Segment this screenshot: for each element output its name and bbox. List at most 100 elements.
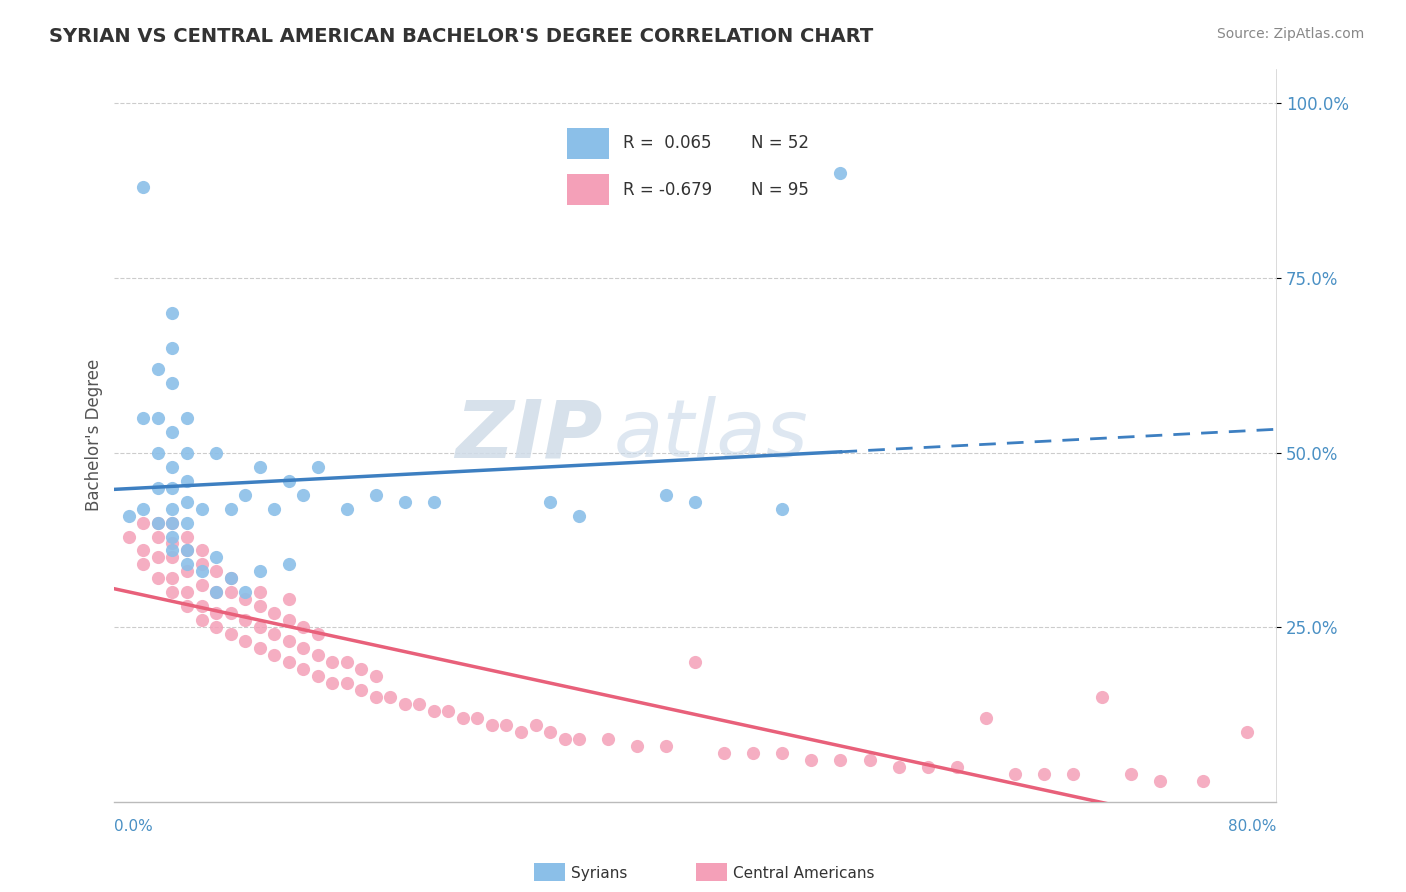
Text: ZIP: ZIP xyxy=(456,396,602,475)
Point xyxy=(364,690,387,705)
Point xyxy=(277,592,299,607)
Point xyxy=(176,565,198,579)
Point xyxy=(146,516,169,530)
Point xyxy=(277,474,299,488)
Text: Syrians: Syrians xyxy=(571,866,627,880)
Point xyxy=(132,180,155,194)
Point xyxy=(162,306,184,320)
Point xyxy=(233,585,256,599)
Point xyxy=(190,543,212,558)
Point xyxy=(292,641,315,656)
Point xyxy=(146,481,169,495)
Point xyxy=(219,571,242,585)
Point xyxy=(219,607,242,621)
Point xyxy=(394,494,416,508)
Point xyxy=(277,613,299,627)
Point xyxy=(162,529,184,543)
Point xyxy=(263,627,285,641)
Point xyxy=(423,494,446,508)
Point xyxy=(249,459,271,474)
Point xyxy=(162,571,184,585)
Point xyxy=(292,487,315,501)
Point xyxy=(162,501,184,516)
Point xyxy=(770,501,793,516)
Point xyxy=(176,410,198,425)
Point xyxy=(205,620,228,634)
Point xyxy=(568,732,591,747)
Point xyxy=(162,543,184,558)
Point xyxy=(190,613,212,627)
Point xyxy=(830,166,852,180)
Point xyxy=(162,516,184,530)
Point xyxy=(219,571,242,585)
Point xyxy=(524,718,547,732)
Point xyxy=(655,487,678,501)
Point xyxy=(249,599,271,614)
Point xyxy=(683,494,706,508)
Point xyxy=(132,516,155,530)
Point xyxy=(162,376,184,390)
Point xyxy=(1032,767,1054,781)
Point xyxy=(118,529,141,543)
Point xyxy=(598,732,620,747)
Point xyxy=(132,558,155,572)
Point xyxy=(451,711,474,725)
Point xyxy=(713,746,735,760)
Point xyxy=(1236,725,1258,739)
Point xyxy=(423,704,446,718)
Point xyxy=(568,508,591,523)
Point xyxy=(626,739,648,753)
Point xyxy=(408,697,430,711)
Point xyxy=(205,607,228,621)
Point xyxy=(162,536,184,550)
Text: Central Americans: Central Americans xyxy=(733,866,875,880)
Point xyxy=(307,648,329,663)
Text: 80.0%: 80.0% xyxy=(1227,819,1277,834)
Point xyxy=(205,585,228,599)
Point xyxy=(176,529,198,543)
Point xyxy=(437,704,460,718)
Point xyxy=(146,445,169,459)
Point xyxy=(554,732,576,747)
Point xyxy=(190,565,212,579)
Point xyxy=(190,558,212,572)
Point xyxy=(205,565,228,579)
Point xyxy=(176,585,198,599)
Point xyxy=(118,508,141,523)
Point xyxy=(176,445,198,459)
Point xyxy=(233,634,256,648)
Point xyxy=(277,655,299,669)
Point xyxy=(510,725,533,739)
Point xyxy=(162,341,184,355)
Point xyxy=(380,690,402,705)
Point xyxy=(146,362,169,376)
Point xyxy=(917,760,939,774)
Point xyxy=(162,425,184,439)
Point xyxy=(538,494,561,508)
Point xyxy=(176,474,198,488)
Point xyxy=(887,760,910,774)
Point xyxy=(146,410,169,425)
Point xyxy=(249,585,271,599)
Point xyxy=(249,641,271,656)
Point xyxy=(858,753,880,767)
Point xyxy=(1062,767,1084,781)
Point xyxy=(162,550,184,565)
Point xyxy=(945,760,967,774)
Point xyxy=(146,571,169,585)
Text: Source: ZipAtlas.com: Source: ZipAtlas.com xyxy=(1216,27,1364,41)
Point xyxy=(770,746,793,760)
Point xyxy=(292,620,315,634)
Point xyxy=(219,585,242,599)
Point xyxy=(1091,690,1114,705)
Point xyxy=(190,599,212,614)
Point xyxy=(176,543,198,558)
Point xyxy=(364,487,387,501)
Point xyxy=(263,648,285,663)
Point xyxy=(307,459,329,474)
Point xyxy=(233,592,256,607)
Point xyxy=(176,599,198,614)
Point xyxy=(538,725,561,739)
Point xyxy=(292,662,315,676)
Point xyxy=(233,613,256,627)
